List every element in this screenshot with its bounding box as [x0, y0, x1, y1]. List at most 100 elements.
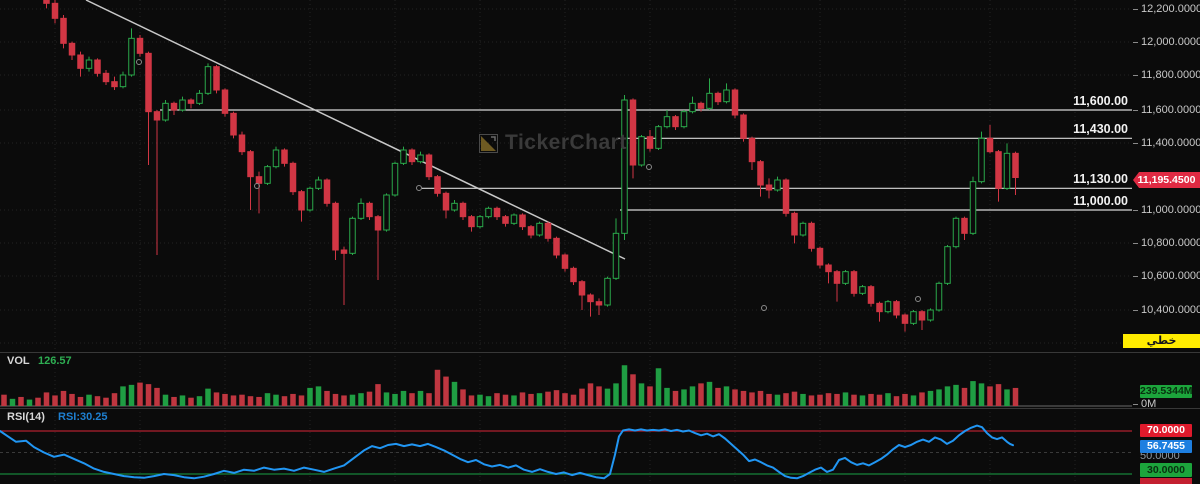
candle-body [519, 214, 526, 228]
candle-body [204, 66, 212, 94]
level-price-label: 11,130.00 [1073, 172, 1128, 187]
price-axis-label: 11,600.0000 [1133, 104, 1200, 116]
candle-body [1012, 152, 1019, 178]
candle-body [272, 149, 280, 168]
volume-bar [145, 384, 152, 406]
candle-body [238, 134, 246, 153]
volume-panel-label[interactable]: VOL [7, 355, 30, 367]
volume-bar [604, 388, 611, 406]
volume-bar [315, 386, 322, 406]
candle-body [468, 216, 475, 228]
candle-body [850, 271, 858, 294]
candle-body [451, 202, 458, 211]
volume-bar [562, 393, 568, 406]
axis-tick [1133, 109, 1138, 111]
candle-body [400, 149, 407, 164]
panel-divider[interactable] [0, 352, 1200, 353]
candle-body [68, 42, 76, 56]
price-axis-label: 10,800.0000 [1133, 237, 1200, 249]
volume-panel-value: 126.57 [38, 355, 72, 367]
candle-body [757, 161, 764, 186]
volume-bar [902, 393, 908, 406]
candle-body [697, 102, 705, 109]
rsi-panel-label[interactable]: RSI(14) [7, 411, 45, 423]
candle-body [714, 92, 722, 103]
volume-bar [1012, 387, 1019, 406]
candle-body [910, 311, 917, 324]
volume-bar [375, 384, 381, 406]
candle-body [374, 216, 382, 231]
volume-bar [927, 390, 934, 406]
candle-body [995, 151, 1002, 189]
candle-body [298, 191, 305, 211]
candle-body [1003, 152, 1011, 189]
volume-bar [791, 391, 798, 406]
volume-bar [281, 396, 288, 406]
volume-bar [825, 393, 832, 406]
candle-body [782, 179, 790, 214]
candle-body [196, 92, 203, 104]
candle-body [604, 277, 611, 306]
volume-bar [723, 386, 730, 406]
volume-bar [392, 393, 398, 406]
panel-divider[interactable] [0, 408, 1200, 409]
volume-bar [944, 386, 951, 406]
candle-body [391, 162, 399, 196]
volume-bar [936, 389, 942, 406]
volume-last-badge: 239.5344M [1140, 385, 1193, 398]
volume-bar [961, 387, 968, 406]
volume-bar [383, 392, 390, 406]
candle-body [221, 89, 229, 114]
candle-body [774, 179, 781, 191]
candle-body [102, 72, 110, 83]
volume-bar [426, 393, 432, 406]
candle-body [442, 192, 450, 211]
candle-body [485, 207, 492, 218]
candle-body [383, 194, 390, 231]
candle-body [689, 102, 696, 113]
volume-bar [987, 386, 993, 406]
volume-bar [732, 389, 738, 406]
candle-body [791, 212, 798, 236]
candle-body [136, 37, 144, 54]
candle-body [213, 66, 220, 91]
volume-bar [1, 394, 7, 406]
trendline[interactable] [85, 0, 626, 260]
volume-bar [774, 394, 781, 406]
candle-body [765, 184, 773, 191]
volume-bar [460, 389, 466, 406]
candle-body [264, 166, 271, 184]
volume-bar [664, 387, 670, 406]
volume-bar [613, 383, 619, 406]
level-price-label: 11,000.00 [1073, 194, 1128, 208]
volume-bar [171, 396, 177, 406]
volume-bar [111, 393, 118, 406]
candle-body [170, 102, 178, 111]
candle-body [587, 294, 594, 303]
candle-body [476, 216, 484, 228]
candle-body [51, 2, 59, 19]
axis-tick [1133, 309, 1138, 311]
price-axis-label: 10,600.0000 [1133, 270, 1200, 282]
candle-body [961, 217, 968, 234]
volume-bar [256, 396, 262, 406]
candle-body [561, 254, 569, 269]
volume-bar [443, 376, 449, 406]
candle-body [434, 176, 441, 194]
candle-body [655, 126, 662, 149]
candle-body [680, 111, 688, 128]
candle-body [978, 137, 985, 183]
pattern-marker-dot [254, 183, 260, 189]
rsi-line [0, 424, 1014, 480]
price-axis-label: 10,400.0000 [1133, 304, 1200, 316]
axis-tick [1133, 242, 1138, 244]
level-price-label: 11,600.00 [1073, 94, 1128, 108]
volume-bar [468, 395, 475, 406]
volume-bar [868, 393, 874, 406]
candle-body [340, 249, 348, 254]
volume-bar [196, 396, 203, 406]
price-axis-label: 11,800.0000 [1133, 69, 1200, 81]
scale-mode-button[interactable]: خطي [1123, 334, 1200, 348]
volume-bar [978, 383, 985, 406]
